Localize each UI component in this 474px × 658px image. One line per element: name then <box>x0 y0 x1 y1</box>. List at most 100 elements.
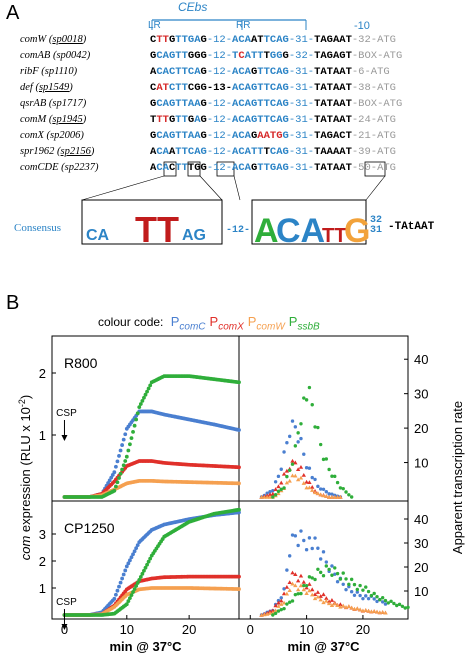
data-point-PcomX <box>310 484 315 489</box>
data-point-PcomX <box>284 584 290 589</box>
data-point-PcomW <box>295 477 301 482</box>
rr-label: RR <box>236 20 251 31</box>
data-point-PssbB <box>302 583 306 588</box>
promoter-row-comCDE: comCDE (sp2237) ACACTTTGG-12-ACAGTTGAG-31… <box>20 162 470 178</box>
data-point-PcomW <box>332 495 337 499</box>
data-point-PssbB <box>293 592 298 597</box>
data-point-PcomC <box>265 491 269 495</box>
data-point-PssbB <box>285 602 289 606</box>
data-point-PcomC <box>327 492 331 496</box>
data-point-PcomW <box>335 495 340 499</box>
chart-frame <box>51 335 409 620</box>
data-point-PcomW <box>329 603 335 607</box>
data-point-PcomX <box>318 594 323 598</box>
data-point-PcomW <box>366 608 371 613</box>
data-point-PcomX <box>295 578 301 583</box>
data-point-PssbB <box>137 405 142 409</box>
data-point-PcomC <box>123 432 128 437</box>
data-point-PcomW <box>338 495 343 499</box>
data-point-PcomX <box>295 467 301 472</box>
data-point-PcomC <box>293 534 298 538</box>
data-point-PcomW <box>270 610 275 615</box>
data-point-PcomW <box>237 481 241 486</box>
data-point-PcomW <box>312 490 318 495</box>
data-point-PssbB <box>279 607 283 612</box>
data-point-PcomX <box>237 574 241 579</box>
sequence: GCAGTTAAG-12-ACAGAATGG-31-TAGACT-21-ATG <box>150 130 396 142</box>
data-point-PcomX <box>324 596 329 600</box>
data-point-PssbB <box>389 599 393 603</box>
data-point-PcomC <box>366 596 371 601</box>
data-point-PssbB <box>135 411 140 416</box>
xtick-label: 10 <box>299 622 313 637</box>
data-point-PssbB <box>392 601 396 606</box>
data-point-PssbB <box>124 454 129 459</box>
data-point-PcomW <box>304 591 309 595</box>
data-point-PcomW <box>298 475 304 480</box>
data-point-PssbB <box>364 585 368 589</box>
data-point-PcomC <box>113 464 118 469</box>
data-point-PssbB <box>361 588 365 592</box>
data-point-PcomC <box>120 443 125 447</box>
data-point-PcomW <box>307 485 312 490</box>
data-point-PssbB <box>146 386 151 391</box>
data-point-PcomC <box>237 428 241 432</box>
data-point-PssbB <box>296 431 300 435</box>
data-point-PssbB <box>302 396 306 400</box>
data-point-PcomC <box>316 484 320 489</box>
data-point-PssbB <box>131 430 135 434</box>
data-point-PcomC <box>268 490 272 494</box>
data-point-PcomW <box>287 478 292 483</box>
strain-label-r800: R800 <box>64 355 98 371</box>
data-point-PcomC <box>313 477 317 482</box>
data-point-PcomW <box>326 495 332 499</box>
data-point-PcomX <box>281 591 287 596</box>
data-point-PcomC <box>132 549 137 554</box>
data-point-PssbB <box>304 398 309 402</box>
data-point-PcomW <box>301 587 306 592</box>
data-point-PcomC <box>380 600 385 604</box>
data-point-PcomC <box>324 560 329 564</box>
data-point-PcomW <box>315 491 321 496</box>
xtick-label: 10 <box>120 622 134 637</box>
data-point-PcomX <box>237 465 241 470</box>
data-point-PcomW <box>355 606 360 611</box>
data-point-PcomX <box>270 491 275 496</box>
data-point-PcomC <box>304 466 309 470</box>
csp-bottom-label: CSP <box>56 597 77 608</box>
data-point-PcomC <box>302 452 306 456</box>
data-point-PcomC <box>304 548 309 552</box>
data-point-PssbB <box>128 442 132 447</box>
data-point-PcomX <box>298 464 304 469</box>
data-point-PssbB <box>140 571 145 576</box>
data-point-PssbB <box>344 577 348 581</box>
data-point-PssbB <box>129 436 134 440</box>
data-point-PcomW <box>372 609 377 613</box>
data-point-PssbB <box>296 592 300 596</box>
data-point-PcomC <box>355 590 359 594</box>
data-point-PssbB <box>145 562 149 567</box>
data-point-PssbB <box>355 587 359 592</box>
data-point-PcomC <box>352 593 357 597</box>
sequence: TTTGTTGAG-12-ACAGTTCAG-31-TATAAT-24-ATG <box>150 114 396 126</box>
data-point-PcomW <box>383 610 388 615</box>
data-point-PssbB <box>115 480 120 485</box>
data-point-PcomW <box>310 592 315 597</box>
data-point-PcomX <box>304 585 309 590</box>
data-point-PssbB <box>380 596 385 600</box>
data-point-PcomW <box>307 588 312 593</box>
data-point-PssbB <box>285 474 289 479</box>
data-point-PcomX <box>273 487 278 491</box>
promoter-row-qsrAB: qsrAB (sp1717) GCAGTTAAG-12-ACAGTTCAG-31-… <box>20 98 470 114</box>
data-point-PcomW <box>363 608 368 612</box>
data-point-PssbB <box>397 602 402 607</box>
data-point-PssbB <box>324 564 329 568</box>
data-point-PcomX <box>281 471 287 476</box>
data-point-PcomC <box>115 588 120 593</box>
promoter-row-comX: comX (sp2006) GCAGTTAAG-12-ACAGAATGG-31-T… <box>20 130 470 146</box>
legend: colour code: PcomC PcomX PcomW PssbB <box>98 314 320 333</box>
data-point-PcomC <box>113 592 118 597</box>
sequence: GCAGTTAAG-12-ACAGTTCAG-31-TATAAT-BOX-ATG <box>150 98 403 110</box>
data-point-PssbB <box>338 486 343 490</box>
